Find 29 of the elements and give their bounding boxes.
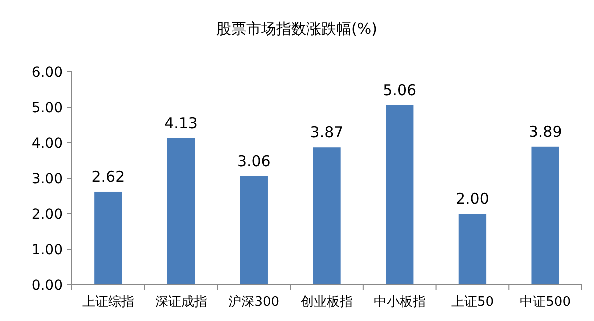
y-tick-label: 0.00 (32, 278, 63, 294)
x-tick-label: 上证综指 (82, 295, 134, 310)
x-tick-label: 中小板指 (374, 295, 426, 310)
x-tick-label: 上证50 (451, 295, 494, 310)
y-tick-label: 1.00 (32, 242, 63, 258)
bar (313, 148, 341, 285)
bar (532, 146, 560, 285)
data-label: 2.62 (92, 168, 126, 186)
data-label: 4.13 (164, 114, 198, 132)
x-tick-label: 深证成指 (155, 295, 208, 310)
bar (458, 214, 487, 285)
y-tick-label: 5.00 (32, 100, 63, 116)
chart-title: 股票市场指数涨跌幅(%) (216, 20, 378, 38)
bar (94, 192, 122, 285)
y-tick-label: 4.00 (32, 136, 63, 152)
data-label: 3.06 (237, 152, 271, 170)
data-label: 5.06 (383, 81, 417, 100)
data-label: 3.87 (310, 124, 344, 142)
y-tick-label: 3.00 (32, 171, 63, 188)
y-tick-label: 2.00 (32, 206, 63, 223)
x-tick-label: 中证500 (520, 295, 571, 310)
bar (167, 138, 196, 285)
bar (386, 105, 414, 285)
bar (240, 176, 268, 285)
y-tick-label: 6.00 (32, 64, 63, 81)
data-label: 3.89 (528, 122, 562, 141)
x-tick-label: 沪深300 (228, 294, 280, 310)
x-tick-label: 创业板指 (301, 295, 353, 310)
data-label: 2.00 (456, 190, 490, 208)
